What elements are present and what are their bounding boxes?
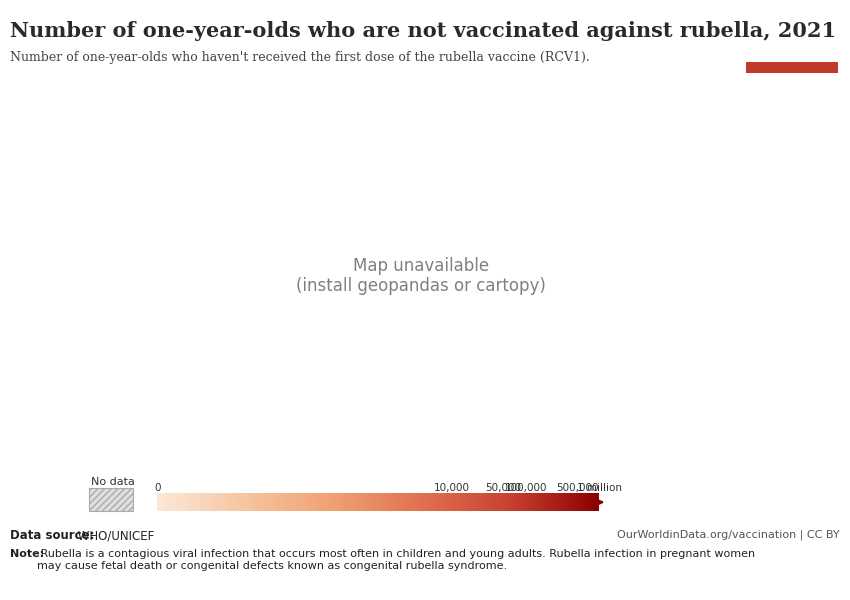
Text: Number of one-year-olds who are not vaccinated against rubella, 2021: Number of one-year-olds who are not vacc…	[10, 21, 836, 41]
Text: 100,000: 100,000	[504, 483, 547, 493]
Text: Our World: Our World	[764, 22, 820, 32]
Text: Rubella is a contagious viral infection that occurs most often in children and y: Rubella is a contagious viral infection …	[37, 549, 756, 571]
Text: Note:: Note:	[10, 549, 44, 559]
Text: 10,000: 10,000	[434, 483, 470, 493]
Text: Data source:: Data source:	[10, 529, 94, 542]
Text: Number of one-year-olds who haven't received the first dose of the rubella vacci: Number of one-year-olds who haven't rece…	[10, 51, 590, 64]
Text: 50,000: 50,000	[485, 483, 521, 493]
Text: No data: No data	[91, 477, 135, 487]
Text: 0: 0	[154, 483, 161, 493]
Text: OurWorldinData.org/vaccination | CC BY: OurWorldinData.org/vaccination | CC BY	[617, 529, 840, 540]
Text: 1 million: 1 million	[577, 483, 621, 493]
Text: Map unavailable
(install geopandas or cartopy): Map unavailable (install geopandas or ca…	[296, 257, 546, 295]
Bar	[746, 62, 838, 73]
Text: WHO/UNICEF: WHO/UNICEF	[74, 529, 154, 542]
Text: in Data: in Data	[773, 37, 812, 47]
Text: 500,000: 500,000	[556, 483, 598, 493]
